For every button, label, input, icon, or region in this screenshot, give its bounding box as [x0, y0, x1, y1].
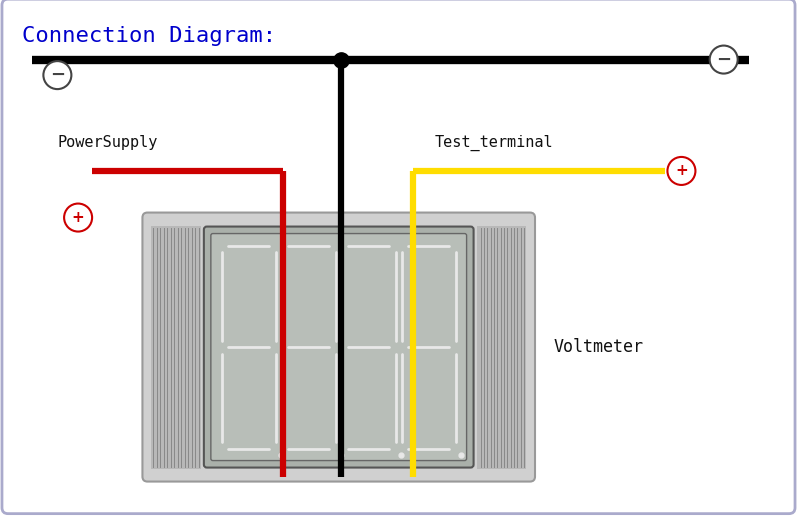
Text: −: − [50, 66, 65, 84]
Text: +: + [675, 164, 688, 178]
FancyBboxPatch shape [143, 212, 535, 482]
Circle shape [709, 46, 738, 74]
Circle shape [64, 204, 92, 232]
Text: Test_terminal: Test_terminal [434, 134, 553, 151]
Text: +: + [72, 210, 84, 225]
FancyBboxPatch shape [204, 226, 473, 468]
FancyBboxPatch shape [211, 234, 466, 461]
Bar [151, 225, 201, 469]
Text: −: − [717, 51, 731, 68]
Text: PowerSupply: PowerSupply [57, 135, 158, 150]
Circle shape [43, 61, 72, 89]
Text: Voltmeter: Voltmeter [554, 338, 644, 356]
Bar [477, 225, 526, 469]
Circle shape [667, 157, 696, 185]
Text: Connection Diagram:: Connection Diagram: [22, 26, 277, 46]
